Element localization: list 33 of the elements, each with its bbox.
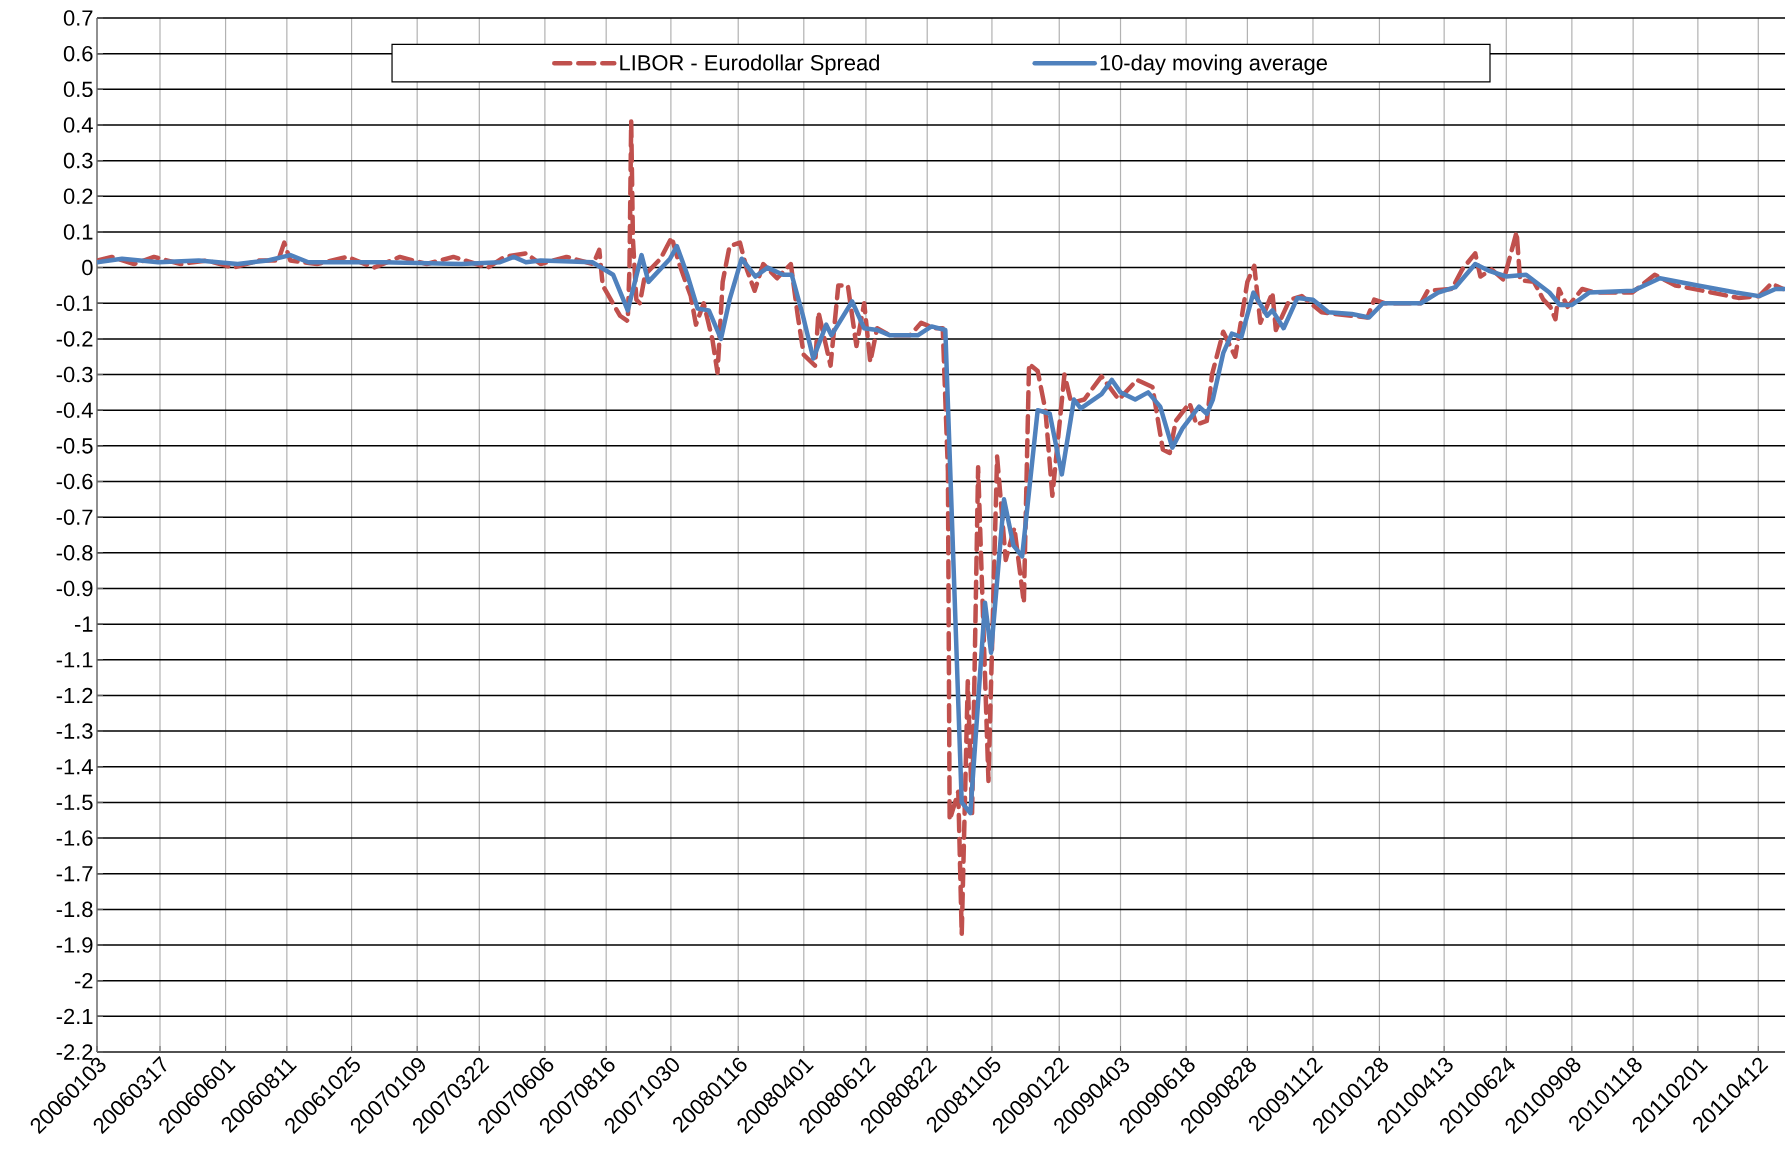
- y-tick-label: -0.2: [56, 331, 93, 347]
- y-tick-label: -2: [74, 973, 93, 989]
- y-tick-label: -2.1: [56, 1008, 93, 1024]
- y-tick-label: -0.8: [56, 545, 93, 561]
- y-tick-label: -0.3: [56, 366, 93, 383]
- y-tick-label: -1.1: [56, 652, 93, 668]
- y-tick-label: 0.2: [63, 188, 93, 205]
- y-tick-label: -0.9: [56, 580, 93, 597]
- y-tick-label: -1: [74, 616, 93, 632]
- y-tick-label: 0.3: [63, 152, 93, 169]
- y-tick-label: -0.6: [56, 473, 93, 490]
- y-tick-label: 0.7: [63, 10, 93, 26]
- y-tick-label: 0: [82, 259, 93, 276]
- y-tick-label: -1.6: [56, 830, 93, 846]
- y-tick-label: -1.8: [56, 901, 93, 918]
- line-series: [97, 243, 1786, 816]
- y-tick-label: -0.7: [56, 509, 93, 525]
- y-tick-label: 0.6: [63, 45, 93, 62]
- y-tick-label: 0.1: [63, 224, 93, 240]
- y-tick-label: -1.5: [56, 794, 93, 811]
- y-tick-label: -1.4: [56, 759, 93, 775]
- y-tick-label: 0.5: [63, 81, 93, 98]
- y-tick-label: -0.5: [56, 438, 93, 454]
- legend-label: 10-day moving average: [1100, 54, 1327, 75]
- y-tick-label: -1.3: [56, 723, 93, 739]
- line-series: [97, 119, 1786, 937]
- y-tick-label: -1.2: [56, 687, 93, 704]
- y-tick-label: -0.1: [56, 295, 93, 312]
- y-tick-label: -1.9: [56, 937, 93, 953]
- legend-label: LIBOR - Eurodollar Spread: [620, 54, 879, 75]
- y-tick-label: 0.4: [63, 117, 93, 133]
- y-tick-label: -1.7: [56, 866, 93, 882]
- y-tick-label: -0.4: [56, 402, 93, 418]
